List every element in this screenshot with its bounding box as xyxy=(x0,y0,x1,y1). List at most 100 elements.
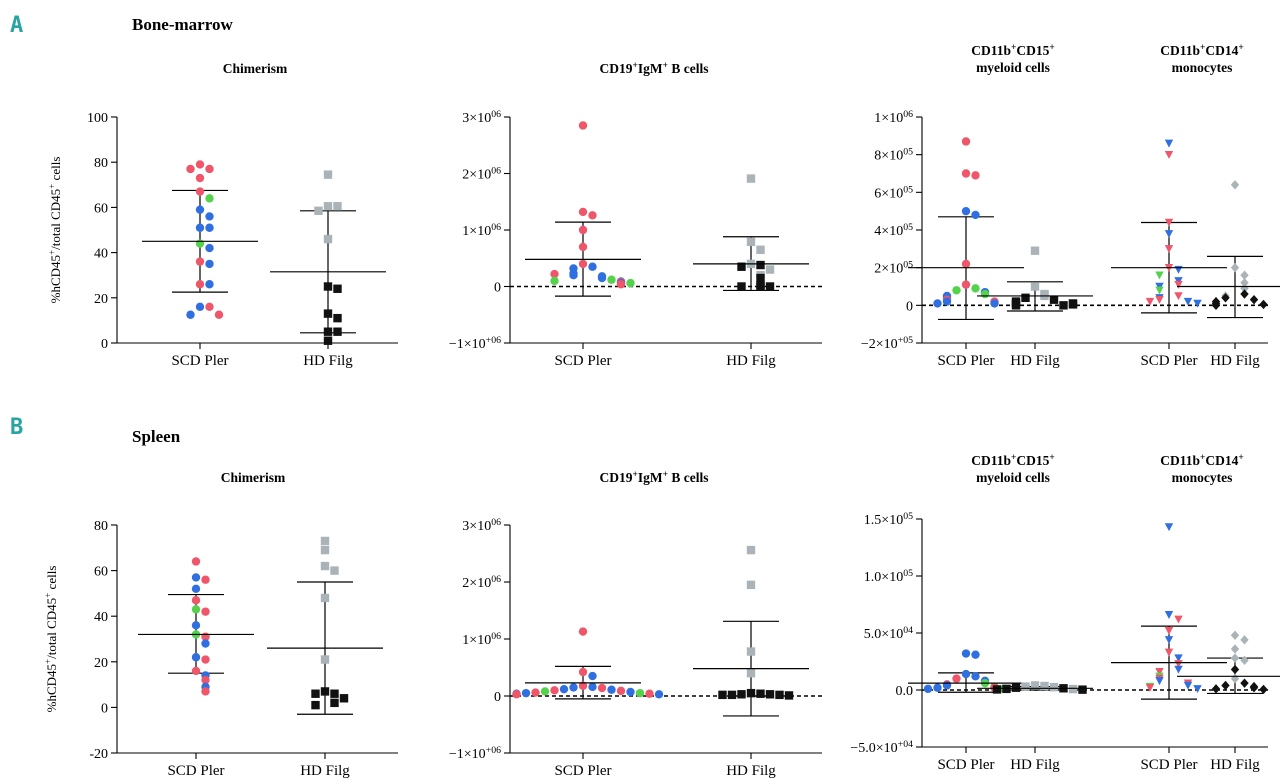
data-point xyxy=(1049,682,1059,692)
data-point xyxy=(1155,677,1164,686)
data-point xyxy=(1059,301,1068,310)
data-point xyxy=(746,647,756,656)
x-category-label: HD Filg xyxy=(726,353,776,369)
data-point xyxy=(1049,295,1059,304)
section-title-bone-marrow: Bone-marrow xyxy=(132,15,233,34)
y-tick-label: 40 xyxy=(94,610,108,625)
data-point xyxy=(746,580,756,590)
data-point xyxy=(191,557,201,566)
data-point xyxy=(1030,681,1040,690)
data-point xyxy=(607,275,616,284)
data-point xyxy=(992,685,1002,694)
group-title-line2: monocytes xyxy=(1172,470,1233,485)
chart-bm-chimerism: Chimerism %hCD45+/total CD45+ cells 0 20 40 6… xyxy=(47,61,398,369)
data-point xyxy=(320,593,330,603)
data-point xyxy=(323,170,333,179)
chart-spleen-chimerism: Chimerism %hCD45+/total CD45+ cells -20 0 20… xyxy=(43,470,398,779)
section-title-spleen: Spleen xyxy=(132,427,181,446)
data-point xyxy=(588,682,597,692)
data-point xyxy=(756,282,765,291)
x-category-label: HD Filg xyxy=(303,353,353,369)
data-point xyxy=(588,211,597,220)
data-point xyxy=(942,297,952,306)
data-point xyxy=(737,262,746,271)
y-tick-label: 4×1005 xyxy=(874,222,913,240)
x-category-label: HD Filg xyxy=(1210,353,1260,369)
x-category-label: HD Filg xyxy=(726,763,776,779)
data-point xyxy=(1183,297,1193,306)
data-point xyxy=(201,639,210,648)
group-title-line1: CD11b+CD14+ xyxy=(1160,43,1244,58)
data-point xyxy=(1183,681,1193,690)
data-point xyxy=(195,205,205,214)
data-point xyxy=(214,310,224,319)
data-point xyxy=(201,687,210,696)
x-category-label: SCD Pler xyxy=(554,353,611,369)
data-point xyxy=(333,327,342,336)
panel-letter-b: B xyxy=(10,415,23,440)
data-point xyxy=(323,282,333,291)
data-point xyxy=(765,690,775,699)
data-point xyxy=(1164,139,1174,148)
data-point xyxy=(654,690,664,699)
data-point xyxy=(339,694,349,703)
y-tick-label: 0 xyxy=(494,690,501,705)
data-point xyxy=(1155,271,1164,280)
data-point xyxy=(578,225,588,235)
data-point xyxy=(746,669,756,678)
data-point xyxy=(1240,655,1249,666)
data-point xyxy=(1040,681,1049,691)
x-category-label: HD Filg xyxy=(1010,757,1060,773)
y-tick-label: 0.0 xyxy=(896,684,914,699)
data-point xyxy=(980,289,990,299)
data-point xyxy=(942,681,952,690)
data-point xyxy=(1193,299,1202,308)
data-point xyxy=(1240,678,1249,688)
data-point xyxy=(195,257,205,266)
data-point xyxy=(1164,648,1174,657)
data-point xyxy=(635,688,645,698)
y-tick-label: 3×1006 xyxy=(462,109,501,127)
data-point xyxy=(205,212,214,221)
group-title-line1: CD11b+CD14+ xyxy=(1160,453,1244,468)
data-point xyxy=(578,207,588,217)
y-tick-label: 0 xyxy=(101,701,108,716)
data-point xyxy=(1164,230,1174,238)
x-category-label: SCD Pler xyxy=(937,757,994,773)
data-point xyxy=(550,276,559,286)
y-tick-label: 1×1006 xyxy=(462,222,501,240)
data-point xyxy=(990,299,999,308)
x-category-label: HD Filg xyxy=(1010,353,1060,369)
data-point xyxy=(1240,289,1249,299)
y-axis-label: %hCD45+/total CD45+ cells xyxy=(47,157,63,304)
data-point xyxy=(550,686,559,695)
data-point xyxy=(330,566,339,575)
x-category-label: HD Filg xyxy=(300,763,350,779)
data-point xyxy=(1164,523,1174,532)
data-point xyxy=(330,689,339,698)
data-point xyxy=(588,262,597,271)
data-point xyxy=(201,655,210,664)
x-category-label: SCD Pler xyxy=(171,353,228,369)
data-point xyxy=(191,621,201,630)
data-point xyxy=(195,302,205,312)
data-point xyxy=(1164,636,1174,645)
data-point xyxy=(195,280,205,289)
data-point xyxy=(961,206,971,216)
data-point xyxy=(578,667,588,677)
data-point xyxy=(626,278,635,288)
data-point xyxy=(784,691,794,700)
data-point xyxy=(205,259,214,269)
data-point xyxy=(961,649,971,658)
data-point xyxy=(746,545,756,555)
data-point xyxy=(333,313,342,323)
data-point xyxy=(961,169,971,178)
data-point xyxy=(1068,300,1078,309)
data-point xyxy=(1030,246,1040,255)
data-point xyxy=(718,690,727,700)
data-point xyxy=(205,164,214,174)
data-point xyxy=(1249,683,1259,693)
group-title-line2: monocytes xyxy=(1172,60,1233,75)
data-point xyxy=(1164,611,1174,619)
data-point xyxy=(971,210,980,220)
